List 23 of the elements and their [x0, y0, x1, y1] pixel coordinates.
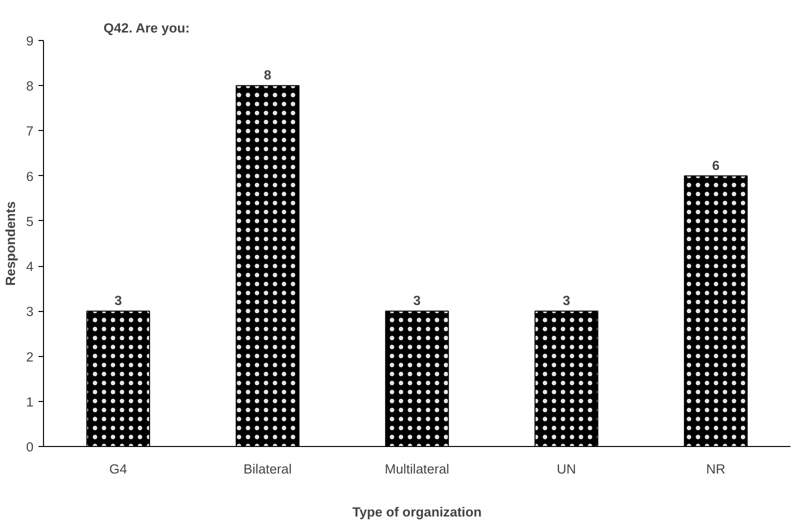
y-tick-label: 4	[26, 259, 34, 274]
data-label: 8	[264, 68, 272, 83]
y-tick-label: 6	[26, 168, 34, 184]
y-tick-label: 2	[26, 349, 34, 364]
data-label: 3	[562, 293, 570, 308]
y-tick-label: 9	[26, 34, 34, 48]
y-axis-title: Respondents	[3, 201, 18, 286]
x-tick-label: UN	[556, 462, 576, 476]
x-axis-title: Type of organization	[352, 504, 482, 520]
x-tick-label: G4	[109, 462, 128, 476]
y-tick-label: 5	[26, 214, 34, 229]
x-tick-label: NR	[706, 462, 726, 476]
data-label: 3	[413, 293, 421, 308]
chart-title: Q42. Are you:	[104, 20, 190, 36]
data-label: 3	[114, 293, 122, 308]
y-tick-label: 7	[26, 124, 34, 139]
data-label: 6	[712, 158, 720, 173]
y-tick-label: 8	[26, 78, 34, 94]
y-tick-label: 3	[26, 304, 34, 320]
y-tick-label: 0	[26, 440, 34, 454]
x-tick-label: Bilateral	[244, 462, 292, 476]
x-tick-label: Multilateral	[384, 462, 450, 476]
y-tick-label: 1	[26, 394, 34, 410]
